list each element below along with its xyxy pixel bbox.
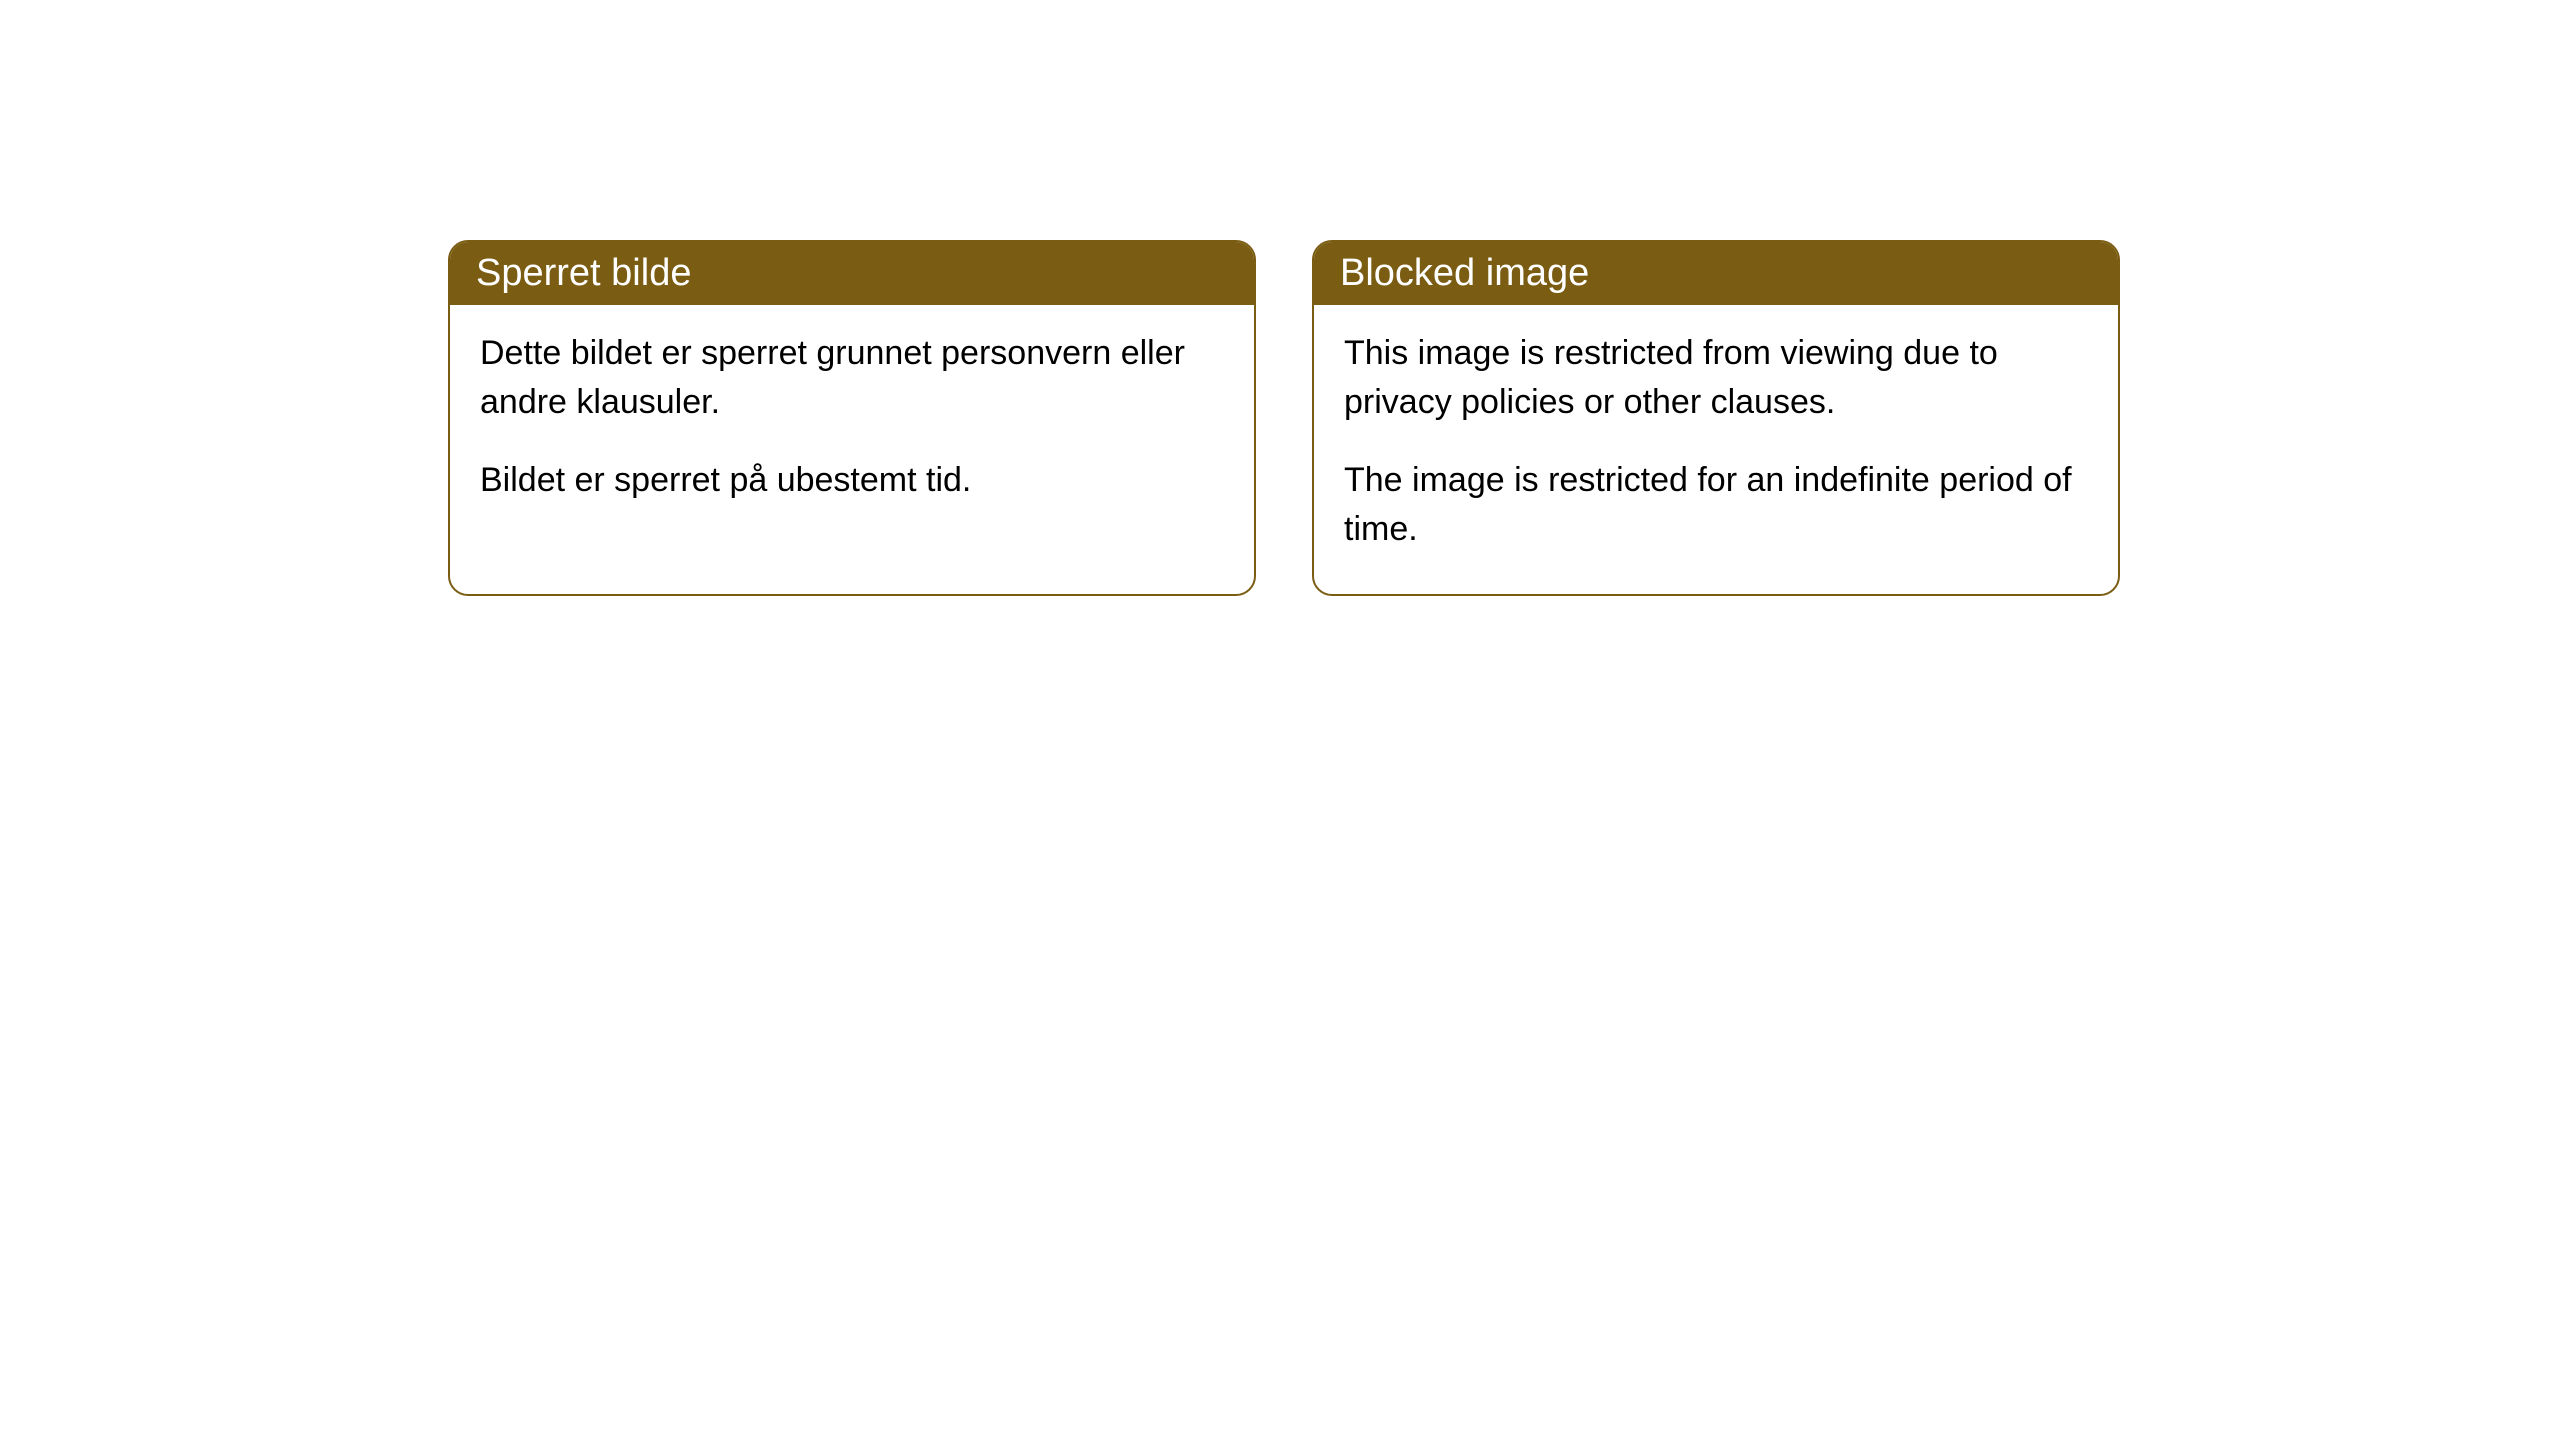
- card-header: Blocked image: [1314, 242, 2118, 305]
- card-paragraph: This image is restricted from viewing du…: [1344, 329, 2088, 428]
- card-paragraph: Bildet er sperret på ubestemt tid.: [480, 456, 1224, 505]
- notice-cards-container: Sperret bilde Dette bildet er sperret gr…: [448, 240, 2120, 596]
- card-title: Sperret bilde: [476, 252, 691, 294]
- card-title: Blocked image: [1340, 252, 1589, 294]
- blocked-image-card-norwegian: Sperret bilde Dette bildet er sperret gr…: [448, 240, 1256, 596]
- card-paragraph: Dette bildet er sperret grunnet personve…: [480, 329, 1224, 428]
- card-header: Sperret bilde: [450, 242, 1254, 305]
- blocked-image-card-english: Blocked image This image is restricted f…: [1312, 240, 2120, 596]
- card-body: This image is restricted from viewing du…: [1314, 305, 2118, 594]
- card-body: Dette bildet er sperret grunnet personve…: [450, 305, 1254, 545]
- card-paragraph: The image is restricted for an indefinit…: [1344, 456, 2088, 555]
